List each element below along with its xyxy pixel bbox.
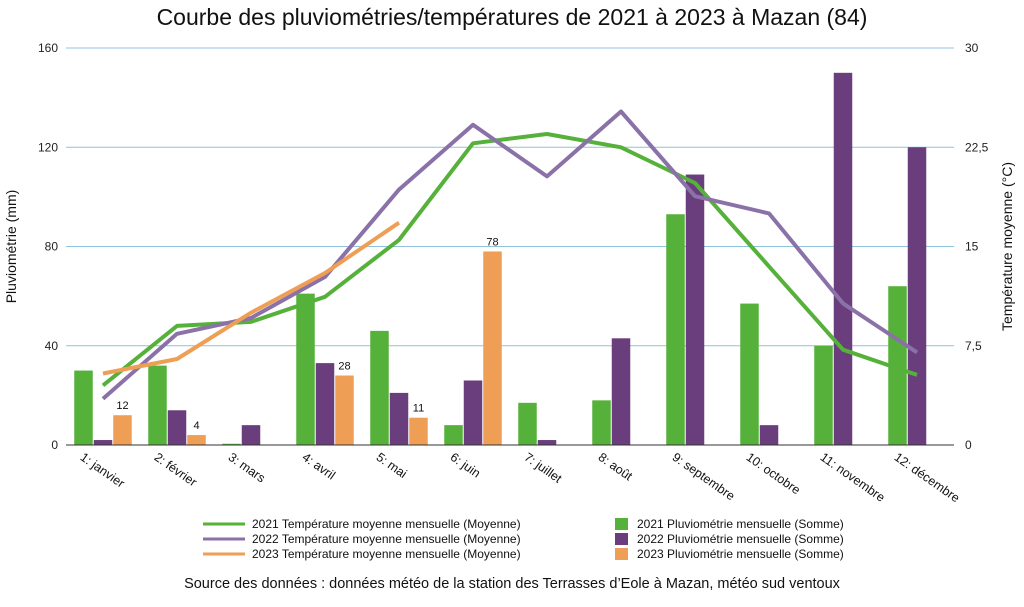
legend-bar-swatch <box>615 518 628 530</box>
bar <box>888 286 907 445</box>
legend-label: 2023 Température moyenne mensuelle (Moye… <box>252 547 521 561</box>
bar <box>592 400 611 445</box>
legend: 2021 Température moyenne mensuelle (Moye… <box>203 517 844 561</box>
x-tick-label: 11: novembre <box>818 450 888 505</box>
x-tick-label: 8: août <box>596 450 636 484</box>
bar <box>444 425 463 445</box>
temperature-line <box>102 221 401 376</box>
bar-data-label: 4 <box>193 420 199 432</box>
bar <box>93 440 113 445</box>
legend-label: 2021 Pluviométrie mensuelle (Somme) <box>637 517 844 531</box>
y2-axis-title: Température moyenne (°C) <box>999 162 1015 331</box>
bar <box>222 443 241 445</box>
x-tick-label: 12: décembre <box>892 450 963 505</box>
bar <box>611 338 631 445</box>
bar <box>518 402 537 445</box>
x-tick-label: 9: septembre <box>670 450 738 503</box>
x-tick-label: 4: avril <box>300 450 338 483</box>
x-tick-label: 6: juin <box>448 450 483 481</box>
bar <box>833 72 853 445</box>
bar <box>409 417 428 445</box>
bar-data-label: 28 <box>338 361 350 373</box>
bar <box>315 363 335 445</box>
bar <box>296 293 315 445</box>
legend-label: 2021 Température moyenne mensuelle (Moye… <box>252 517 521 531</box>
y2-tick-label: 7,5 <box>965 339 982 353</box>
temperature-lines <box>101 109 919 401</box>
legend-label: 2022 Température moyenne mensuelle (Moye… <box>252 532 521 546</box>
bar <box>759 425 779 445</box>
bar <box>335 375 354 445</box>
source-note: Source des données : données météo de la… <box>184 576 840 592</box>
bar <box>666 214 685 445</box>
x-tick-label: 2: février <box>152 450 200 489</box>
bar <box>537 440 557 445</box>
y-axis-title: Pluviométrie (mm) <box>3 190 19 304</box>
legend-bar-swatch <box>615 548 628 560</box>
legend-label: 2022 Pluviométrie mensuelle (Somme) <box>637 532 844 546</box>
bar <box>463 380 483 445</box>
legend-bar-swatch <box>615 533 628 545</box>
y2-tick-label: 22,5 <box>965 140 989 154</box>
x-tick-label: 5: mai <box>374 450 410 481</box>
bar <box>370 330 389 445</box>
x-tick-label: 3: mars <box>226 450 268 485</box>
y2-tick-label: 30 <box>965 41 979 55</box>
bars <box>74 72 927 445</box>
temperature-line <box>101 109 919 401</box>
x-tick-label: 7: juillet <box>522 450 565 486</box>
gridlines <box>66 47 954 347</box>
bar <box>241 425 261 445</box>
bar <box>389 392 409 445</box>
bar <box>814 345 833 445</box>
chart-title: Courbe des pluviométries/températures de… <box>156 4 868 30</box>
bar-data-label: 11 <box>413 403 424 415</box>
y-tick-label: 80 <box>45 240 59 254</box>
y-tick-label: 120 <box>38 140 58 154</box>
legend-label: 2023 Pluviométrie mensuelle (Somme) <box>637 547 844 561</box>
data-labels: 12 4 28 11 78 <box>116 236 498 432</box>
x-tick-label: 10: octobre <box>744 450 803 497</box>
bar <box>167 410 187 445</box>
bar <box>74 370 93 445</box>
bar <box>148 365 167 445</box>
temperature-line <box>101 132 918 387</box>
bar <box>113 415 132 445</box>
x-tick-label: 1: janvier <box>78 450 128 491</box>
bar <box>483 251 502 445</box>
y2-tick-label: 15 <box>965 240 979 254</box>
bar-data-label: 78 <box>486 236 498 248</box>
y-tick-label: 160 <box>38 41 58 55</box>
y-tick-label: 0 <box>51 438 58 452</box>
bar <box>907 147 927 445</box>
y2-tick-label: 0 <box>965 438 972 452</box>
bar-data-label: 12 <box>116 400 128 412</box>
y-tick-label: 40 <box>45 339 59 353</box>
bar <box>685 174 705 445</box>
bar <box>187 435 206 445</box>
bar <box>740 303 759 445</box>
